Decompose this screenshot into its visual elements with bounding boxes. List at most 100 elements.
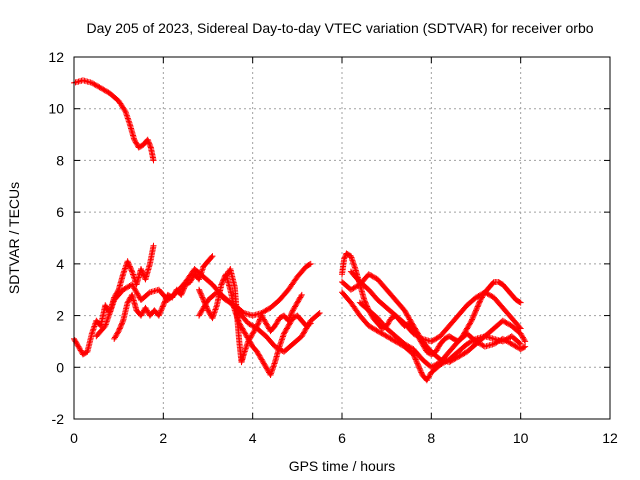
data-point — [483, 290, 490, 297]
data-point — [205, 308, 212, 315]
data-point — [502, 337, 509, 344]
data-point — [365, 322, 372, 329]
plot-frame — [73, 56, 611, 420]
data-point — [144, 308, 151, 315]
data-point — [417, 366, 424, 373]
data-point — [517, 341, 524, 348]
data-point — [251, 326, 258, 333]
data-point — [416, 334, 423, 341]
data-point — [116, 325, 123, 332]
y-tick-label: 8 — [56, 152, 64, 168]
data-point — [474, 339, 481, 346]
data-point — [262, 362, 269, 369]
data-point — [76, 346, 83, 353]
data-point — [203, 299, 210, 306]
data-point — [291, 304, 298, 311]
data-point — [374, 328, 381, 335]
data-point — [248, 331, 255, 338]
y-axis-label: SDTVAR / TECUs — [6, 182, 22, 294]
data-point — [196, 311, 203, 318]
data-point — [493, 339, 500, 346]
data-point — [296, 295, 303, 302]
data-point — [432, 362, 439, 369]
data-point — [129, 281, 136, 288]
data-point — [293, 300, 300, 307]
data-point — [111, 335, 118, 342]
data-point — [252, 325, 259, 332]
data-point — [283, 326, 290, 333]
data-point — [469, 316, 476, 323]
data-point — [467, 320, 474, 327]
data-point — [260, 359, 267, 366]
y-tick-label: 0 — [56, 359, 64, 375]
data-point — [403, 311, 410, 318]
data-point — [517, 299, 524, 306]
data-point — [410, 330, 417, 337]
data-point — [298, 333, 305, 340]
x-tick-label: 0 — [70, 430, 78, 446]
data-point — [260, 316, 267, 323]
data-point — [411, 331, 418, 338]
data-point — [280, 330, 287, 337]
data-point — [411, 352, 418, 359]
data-point — [315, 310, 322, 317]
data-point — [457, 352, 464, 359]
data-point — [361, 297, 368, 304]
data-point — [506, 339, 513, 346]
data-point — [425, 374, 432, 381]
data-point — [306, 261, 313, 268]
data-point — [284, 324, 291, 331]
data-point — [198, 308, 205, 315]
data-point — [199, 307, 206, 314]
data-point — [160, 302, 167, 309]
data-point — [430, 336, 437, 343]
data-point — [464, 341, 471, 348]
data-point — [126, 262, 133, 269]
data-point — [476, 299, 483, 306]
data-point — [434, 334, 441, 341]
data-point — [120, 286, 127, 293]
data-point — [122, 285, 129, 292]
data-point — [471, 309, 478, 316]
data-point — [295, 297, 302, 304]
data-point — [369, 273, 376, 280]
data-point — [263, 320, 270, 327]
series-trace-7 — [222, 266, 305, 366]
data-point — [132, 138, 139, 145]
data-point — [260, 360, 267, 367]
data-point — [147, 143, 154, 150]
data-point — [470, 312, 477, 319]
data-point — [220, 277, 227, 284]
data-point — [113, 331, 120, 338]
data-point — [138, 312, 144, 319]
data-point — [263, 365, 270, 372]
data-point — [469, 315, 476, 322]
data-point — [283, 325, 290, 332]
data-point — [155, 312, 162, 319]
data-point — [199, 294, 206, 301]
data-point — [406, 343, 413, 350]
data-point — [415, 333, 422, 340]
data-point — [255, 320, 262, 327]
data-point — [349, 285, 356, 292]
y-tick-label: 6 — [56, 204, 64, 220]
data-point — [286, 320, 293, 327]
data-point — [473, 307, 479, 314]
data-point — [262, 307, 269, 314]
data-point — [507, 340, 514, 347]
data-point — [199, 306, 206, 313]
data-point — [370, 274, 377, 281]
data-point — [416, 365, 423, 372]
data-point — [485, 291, 492, 298]
data-point — [226, 299, 233, 306]
data-point — [494, 338, 501, 345]
data-point — [256, 352, 263, 359]
series-trace-11 — [347, 268, 524, 345]
x-axis-label: GPS time / hours — [289, 458, 396, 474]
data-point — [160, 300, 167, 307]
data-point — [100, 86, 107, 93]
data-point — [196, 286, 203, 293]
data-point — [289, 308, 296, 315]
data-point — [132, 288, 139, 295]
data-point — [117, 324, 124, 331]
